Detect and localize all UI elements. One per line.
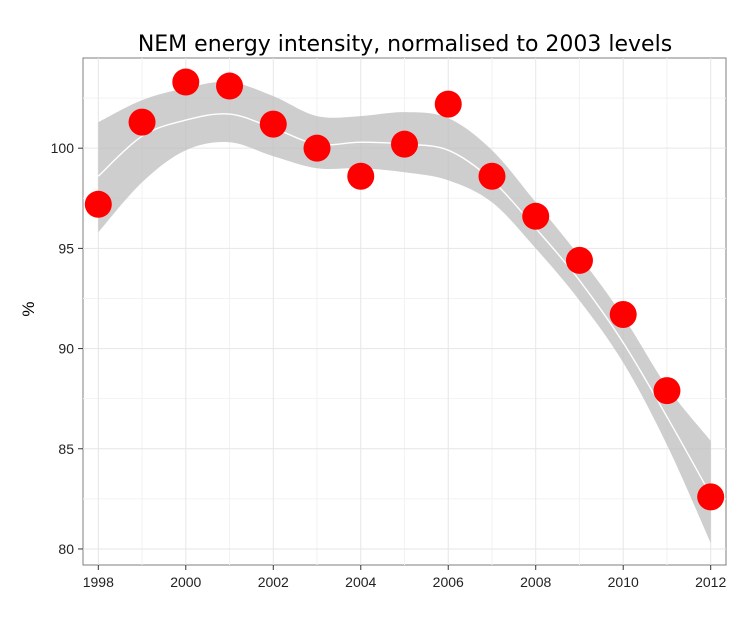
x-tick-label: 2008 (520, 574, 551, 590)
y-axis: 80 85 90 95 100 (51, 140, 83, 557)
data-point (434, 90, 462, 118)
chart-title: NEM energy intensity, normalised to 2003… (138, 32, 672, 57)
data-point (128, 108, 156, 136)
data-point (216, 72, 244, 100)
data-point (259, 110, 287, 138)
data-point (565, 246, 593, 274)
x-tick-label: 2004 (345, 574, 376, 590)
data-point (347, 162, 375, 190)
y-tick-label: 90 (58, 341, 74, 357)
data-point (303, 134, 331, 162)
data-point (653, 377, 681, 405)
data-point (522, 202, 550, 230)
x-tick-label: 1998 (83, 574, 114, 590)
x-tick-label: 2002 (258, 574, 289, 590)
x-axis: 1998 2000 2002 2004 2006 2008 2010 2012 (83, 565, 726, 590)
x-tick-label: 2000 (170, 574, 201, 590)
fit-line (97, 113, 712, 496)
y-tick-label: 80 (58, 541, 74, 557)
data-point (478, 162, 506, 190)
data-point (391, 130, 418, 158)
smooth-fit-line (97, 113, 712, 496)
data-points (84, 68, 725, 511)
y-axis-label: % (19, 301, 38, 316)
x-tick-label: 2006 (433, 574, 464, 590)
data-point (697, 483, 725, 511)
y-tick-label: 85 (58, 441, 74, 457)
data-point (84, 190, 112, 218)
y-tick-label: 95 (58, 240, 74, 256)
data-point (172, 68, 200, 96)
y-tick-label: 100 (51, 140, 75, 156)
x-tick-label: 2010 (608, 574, 639, 590)
data-point (609, 301, 637, 329)
x-tick-label: 2012 (695, 574, 726, 590)
